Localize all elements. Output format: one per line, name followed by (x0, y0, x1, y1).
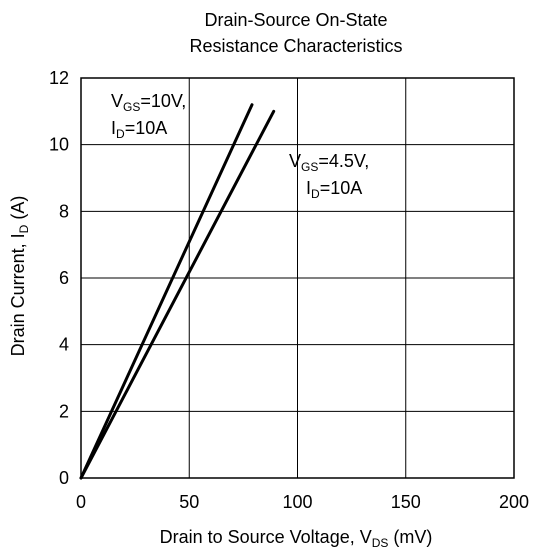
y-tick-label: 0 (59, 468, 69, 488)
annotation-vgs-10v-line-2: ID=10A (111, 118, 167, 141)
series-line-2 (79, 109, 276, 480)
y-tick-label: 4 (59, 335, 69, 355)
x-tick-labels: 0 50 100 150 200 (76, 492, 529, 512)
chart-title-line-1: Drain-Source On-State (204, 10, 387, 30)
grid-layer (80, 77, 515, 479)
series-layer (79, 103, 276, 480)
y-tick-label: 8 (59, 201, 69, 221)
x-tick-label: 200 (499, 492, 529, 512)
y-tick-label: 6 (59, 268, 69, 288)
chart-title-line-2: Resistance Characteristics (189, 36, 402, 56)
annotation-vgs-4p5v-line-1: VGS=4.5V, (289, 151, 369, 174)
x-tick-label: 50 (179, 492, 199, 512)
y-tick-labels: 0 2 4 6 8 10 12 (49, 68, 69, 488)
y-tick-label: 2 (59, 401, 69, 421)
annotation-vgs-10v-line-1: VGS=10V, (111, 91, 186, 114)
series-line-1 (79, 103, 254, 480)
x-tick-label: 0 (76, 492, 86, 512)
x-axis-label: Drain to Source Voltage, VDS (mV) (160, 527, 433, 550)
y-tick-label: 10 (49, 135, 69, 155)
y-tick-label: 12 (49, 68, 69, 88)
annotation-vgs-4p5v-line-2: ID=10A (306, 178, 362, 201)
x-tick-label: 100 (282, 492, 312, 512)
plot-frame (80, 77, 515, 479)
y-axis-label: Drain Current, ID (A) (8, 196, 31, 357)
x-tick-label: 150 (391, 492, 421, 512)
